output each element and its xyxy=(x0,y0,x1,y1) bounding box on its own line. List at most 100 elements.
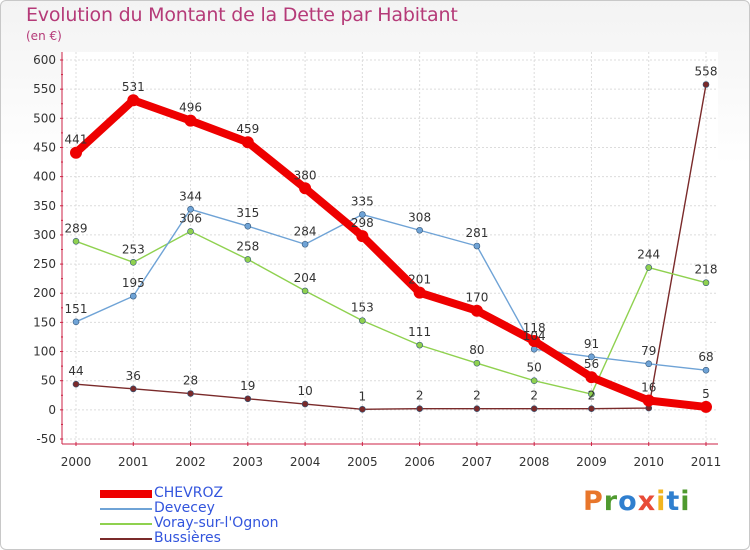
x-tick-label: 2009 xyxy=(576,455,607,469)
data-point-voray-sur-l-ognon xyxy=(645,264,653,271)
data-label-voray-sur-l-ognon: 80 xyxy=(469,343,484,357)
y-tick-label: 250 xyxy=(33,257,56,271)
data-label-voray-sur-l-ognon: 258 xyxy=(236,239,259,253)
data-point-voray-sur-l-ognon xyxy=(416,341,423,349)
data-label-bussi-res: 28 xyxy=(183,374,198,388)
data-point-bussi-res xyxy=(129,385,137,393)
data-label-voray-sur-l-ognon: 111 xyxy=(408,325,431,339)
data-point-devecey xyxy=(359,211,366,218)
data-label-devecey: 335 xyxy=(351,195,374,209)
y-tick-label: 200 xyxy=(33,286,56,300)
y-tick-label: 550 xyxy=(33,82,56,96)
data-point-voray-sur-l-ognon xyxy=(473,359,481,367)
data-label-voray-sur-l-ognon: 204 xyxy=(294,271,317,285)
logo-letter: P xyxy=(583,486,604,517)
y-tick-label: 100 xyxy=(33,345,56,359)
data-label-devecey: 68 xyxy=(698,350,713,364)
legend-label-devecey: Devecey xyxy=(154,500,215,516)
data-point-chevroz xyxy=(585,371,598,384)
chart-subtitle: (en €) xyxy=(26,29,62,43)
data-point-voray-sur-l-ognon xyxy=(530,377,538,384)
data-point-voray-sur-l-ognon xyxy=(72,238,80,245)
legend-swatch-voray xyxy=(100,523,152,525)
data-label-voray-sur-l-ognon: 289 xyxy=(65,221,88,235)
data-label-devecey: 308 xyxy=(408,210,431,224)
data-label-devecey: 284 xyxy=(294,224,317,238)
logo-letter: i xyxy=(680,486,691,517)
series-line-devecey xyxy=(75,208,707,371)
legend-label-bussieres: Bussières xyxy=(154,530,221,546)
x-tick-label: 2005 xyxy=(347,455,378,469)
logo-letter: r xyxy=(603,486,619,517)
data-point-chevroz xyxy=(127,94,140,107)
data-label-bussi-res: 2 xyxy=(473,389,481,403)
logo-letter: t xyxy=(666,486,681,517)
data-label-devecey: 315 xyxy=(236,206,259,220)
data-label-chevroz: 16 xyxy=(641,381,656,395)
x-tick-label: 2006 xyxy=(404,455,435,469)
data-label-bussi-res: 558 xyxy=(695,64,718,78)
data-point-bussi-res xyxy=(244,395,252,403)
data-label-chevroz: 298 xyxy=(351,216,374,230)
data-point-devecey xyxy=(416,226,423,234)
x-tick-label: 2002 xyxy=(175,455,206,469)
data-label-chevroz: 496 xyxy=(179,101,202,115)
data-point-chevroz xyxy=(184,114,197,127)
data-label-bussi-res: 44 xyxy=(68,364,83,378)
data-label-chevroz: 201 xyxy=(408,273,431,287)
data-point-chevroz xyxy=(241,136,254,149)
data-point-voray-sur-l-ognon xyxy=(588,390,595,398)
y-tick-label: 450 xyxy=(33,140,56,154)
x-tick-label: 2008 xyxy=(519,455,550,469)
data-label-chevroz: 380 xyxy=(294,168,317,182)
y-tick-label: 500 xyxy=(33,111,56,125)
y-tick-label: 50 xyxy=(41,374,56,388)
data-label-voray-sur-l-ognon: 218 xyxy=(695,263,718,277)
data-point-bussi-res xyxy=(72,380,80,388)
logo-letter: o xyxy=(618,486,638,517)
data-point-chevroz xyxy=(299,182,312,195)
data-point-bussi-res xyxy=(702,81,710,88)
data-point-voray-sur-l-ognon xyxy=(129,259,137,266)
y-tick-label: 0 xyxy=(48,403,56,417)
data-point-bussi-res xyxy=(588,405,595,412)
data-point-devecey xyxy=(244,222,252,230)
data-label-devecey: 344 xyxy=(179,189,202,203)
data-point-bussi-res xyxy=(301,400,309,408)
data-label-voray-sur-l-ognon: 50 xyxy=(527,361,542,375)
x-tick-label: 2007 xyxy=(462,455,493,469)
data-label-voray-sur-l-ognon: 306 xyxy=(179,211,202,225)
data-point-chevroz xyxy=(470,304,483,317)
data-point-voray-sur-l-ognon xyxy=(702,279,710,287)
data-label-bussi-res: 10 xyxy=(297,384,312,398)
data-label-devecey: 195 xyxy=(122,276,145,290)
data-point-devecey xyxy=(702,366,710,374)
data-point-voray-sur-l-ognon xyxy=(244,256,252,263)
data-point-voray-sur-l-ognon xyxy=(301,287,309,295)
x-tick-label: 2004 xyxy=(290,455,321,469)
data-point-chevroz xyxy=(70,146,82,159)
data-point-devecey xyxy=(645,360,653,368)
series-line-chevroz xyxy=(72,96,710,411)
data-point-devecey xyxy=(72,318,80,326)
data-point-bussi-res xyxy=(530,405,538,412)
logo-letter: x xyxy=(637,486,657,517)
data-label-chevroz: 5 xyxy=(702,387,710,401)
data-point-devecey xyxy=(301,240,309,248)
data-label-devecey: 79 xyxy=(641,344,656,358)
legend-swatch-devecey xyxy=(100,508,152,510)
data-label-devecey: 151 xyxy=(65,302,88,316)
data-point-devecey xyxy=(473,242,481,250)
y-tick-label: 300 xyxy=(33,228,56,242)
legend-swatch-bussieres xyxy=(100,538,152,540)
legend-label-voray: Voray-sur-l'Ognon xyxy=(154,515,279,531)
y-tick-label: 400 xyxy=(33,170,56,184)
data-label-bussi-res: 19 xyxy=(240,379,255,393)
data-point-chevroz xyxy=(356,230,369,243)
data-point-bussi-res xyxy=(473,405,481,412)
data-point-voray-sur-l-ognon xyxy=(359,317,366,324)
data-label-bussi-res: 2 xyxy=(416,389,424,403)
data-point-chevroz xyxy=(700,400,712,413)
data-label-devecey: 281 xyxy=(465,226,488,240)
